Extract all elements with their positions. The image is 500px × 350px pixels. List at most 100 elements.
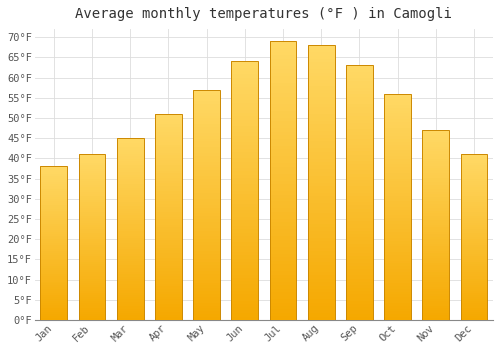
Bar xyxy=(193,90,220,92)
Bar xyxy=(422,177,449,180)
Bar xyxy=(384,275,411,278)
Bar xyxy=(422,301,449,303)
Bar xyxy=(117,197,143,199)
Bar xyxy=(460,260,487,262)
Bar xyxy=(117,138,143,320)
Bar xyxy=(193,231,220,233)
Bar xyxy=(155,248,182,250)
Bar xyxy=(40,215,67,216)
Bar xyxy=(346,151,372,154)
Bar xyxy=(40,266,67,268)
Bar xyxy=(40,253,67,255)
Bar xyxy=(270,233,296,236)
Bar xyxy=(308,52,334,56)
Bar xyxy=(193,182,220,185)
Bar xyxy=(40,272,67,274)
Bar xyxy=(422,196,449,199)
Bar xyxy=(460,264,487,266)
Bar xyxy=(460,283,487,285)
Bar xyxy=(232,285,258,288)
Bar xyxy=(460,231,487,233)
Bar xyxy=(117,218,143,220)
Bar xyxy=(270,100,296,104)
Bar xyxy=(270,222,296,226)
Bar xyxy=(308,286,334,289)
Bar xyxy=(308,141,334,145)
Bar xyxy=(308,251,334,255)
Bar xyxy=(308,306,334,310)
Bar xyxy=(346,224,372,228)
Bar xyxy=(232,126,258,129)
Bar xyxy=(40,297,67,299)
Bar xyxy=(78,183,106,186)
Bar xyxy=(155,140,182,142)
Bar xyxy=(384,198,411,201)
Bar xyxy=(384,306,411,309)
Bar xyxy=(40,281,67,284)
Bar xyxy=(422,303,449,306)
Bar xyxy=(78,216,106,218)
Bar xyxy=(384,99,411,102)
Bar xyxy=(155,230,182,232)
Bar xyxy=(193,179,220,182)
Bar xyxy=(232,213,258,217)
Bar xyxy=(40,312,67,314)
Bar xyxy=(422,225,449,228)
Bar xyxy=(346,288,372,291)
Bar xyxy=(40,255,67,257)
Bar xyxy=(40,274,67,276)
Bar xyxy=(460,254,487,256)
Bar xyxy=(270,97,296,100)
Bar xyxy=(308,220,334,224)
Bar xyxy=(40,216,67,218)
Bar xyxy=(346,65,372,320)
Bar xyxy=(232,314,258,317)
Bar xyxy=(155,160,182,163)
Bar xyxy=(193,251,220,254)
Bar xyxy=(270,250,296,254)
Bar xyxy=(155,150,182,153)
Bar xyxy=(460,181,487,183)
Bar xyxy=(232,262,258,265)
Bar xyxy=(78,208,106,210)
Bar xyxy=(308,79,334,83)
Bar xyxy=(270,52,296,55)
Bar xyxy=(193,254,220,257)
Bar xyxy=(460,310,487,312)
Bar xyxy=(232,197,258,200)
Bar xyxy=(232,236,258,239)
Bar xyxy=(460,200,487,202)
Bar xyxy=(346,231,372,234)
Bar xyxy=(346,234,372,237)
Bar xyxy=(155,114,182,320)
Bar xyxy=(346,148,372,151)
Bar xyxy=(193,116,220,118)
Bar xyxy=(270,215,296,219)
Bar xyxy=(460,250,487,252)
Bar xyxy=(460,235,487,237)
Bar xyxy=(117,268,143,270)
Bar xyxy=(117,300,143,302)
Bar xyxy=(78,262,106,264)
Bar xyxy=(460,173,487,175)
Bar xyxy=(384,317,411,320)
Bar xyxy=(155,166,182,168)
Bar xyxy=(308,59,334,62)
Bar xyxy=(117,306,143,309)
Bar xyxy=(155,317,182,320)
Bar xyxy=(40,260,67,262)
Bar xyxy=(346,259,372,263)
Bar xyxy=(117,211,143,213)
Bar xyxy=(232,152,258,155)
Bar xyxy=(40,193,67,195)
Bar xyxy=(346,65,372,69)
Bar xyxy=(308,200,334,203)
Bar xyxy=(117,250,143,252)
Bar xyxy=(40,180,67,182)
Bar xyxy=(40,276,67,278)
Bar xyxy=(460,177,487,179)
Bar xyxy=(308,117,334,121)
Bar xyxy=(78,159,106,161)
Bar xyxy=(40,230,67,232)
Bar xyxy=(346,247,372,250)
